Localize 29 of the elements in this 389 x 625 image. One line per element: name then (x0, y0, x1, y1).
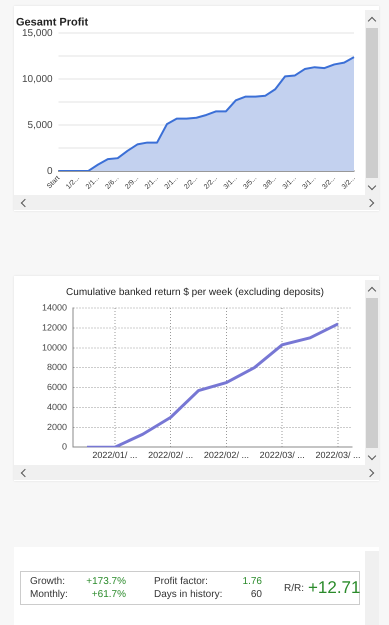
text: Growth: (30, 576, 66, 587)
y-tick-label: 12000 (42, 322, 68, 332)
x-tick-label: 2022/02/ ... (148, 450, 194, 460)
x-tick-label: 2022/03/ ... (315, 450, 361, 460)
text: +12.71 (308, 578, 360, 598)
y-tick-label: 10,000 (22, 74, 54, 85)
text: R/R: (284, 582, 304, 594)
y-tick-label: 10000 (42, 342, 68, 352)
x-tick-label: 2022/03/ ... (260, 450, 305, 460)
y-tick-label: 0 (47, 166, 54, 177)
y-tick-label: 4000 (46, 402, 68, 412)
text: 60 (250, 589, 262, 600)
chart-title: Gesamt Profit (16, 16, 88, 29)
chart-title: Cumulative banked return $ per week (excluding deposits) (66, 286, 324, 298)
y-tick-label: 8000 (46, 362, 68, 372)
text: 1.76 (242, 576, 262, 587)
y-tick-label: 0 (62, 442, 68, 452)
x-tick-label: 2022/02/ ... (204, 450, 249, 460)
y-tick-label: 2000 (46, 422, 68, 432)
text: Profit factor: (154, 576, 209, 587)
text: Days in history: (154, 589, 224, 600)
text: +61.7% (90, 589, 126, 600)
text: Monthly: (30, 589, 69, 600)
x-tick-label: 2022/01/ ... (92, 450, 138, 460)
y-tick-label: 14000 (42, 302, 68, 312)
y-tick-label: 5,000 (28, 120, 54, 131)
text: +173.7% (85, 576, 126, 587)
y-tick-label: 6000 (46, 382, 68, 392)
y-tick-label: 15,000 (22, 28, 54, 39)
